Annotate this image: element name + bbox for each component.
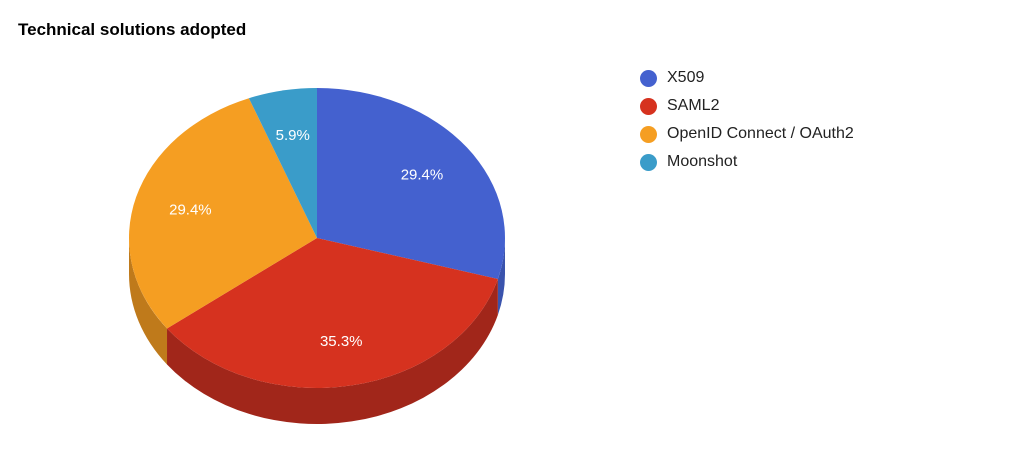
pie-tops (129, 88, 505, 388)
legend-item-x509: X509 (640, 64, 854, 92)
chart-title: Technical solutions adopted (18, 20, 247, 39)
slice-labels: 29.4% 35.3% 29.4% 5.9% (169, 127, 443, 350)
pie-side-x509 (497, 238, 505, 315)
legend-swatch (640, 69, 657, 87)
legend-label: X509 (667, 69, 705, 86)
legend-item-moonshot: Moonshot (640, 148, 854, 176)
pie-slice-moonshot (248, 88, 317, 238)
legend-swatch (640, 153, 657, 171)
pie-sides (129, 238, 505, 424)
legend-item-saml2: SAML2 (640, 92, 854, 120)
pie-side-saml2 (167, 278, 498, 424)
legend-label: SAML2 (667, 97, 720, 114)
legend-label: Moonshot (667, 153, 738, 170)
slice-label-moonshot: 5.9% (276, 127, 310, 144)
pie-slice-openid-connect-oauth2 (129, 98, 317, 329)
legend: X509 SAML2 OpenID Connect / OAuth2 Moons… (640, 64, 854, 176)
legend-swatch (640, 97, 657, 115)
slice-label-openid-connect-oauth2: 29.4% (169, 201, 212, 218)
slice-label-saml2: 35.3% (320, 333, 363, 350)
legend-item-openid-connect: OpenID Connect / OAuth2 (640, 120, 854, 148)
legend-swatch (640, 125, 657, 143)
pie-slice-saml2 (167, 238, 498, 388)
slice-label-x509: 29.4% (401, 167, 444, 184)
pie-side-openid-connect-oauth2 (129, 238, 168, 365)
pie-slice-x509 (317, 88, 505, 279)
legend-label: OpenID Connect / OAuth2 (667, 125, 854, 142)
